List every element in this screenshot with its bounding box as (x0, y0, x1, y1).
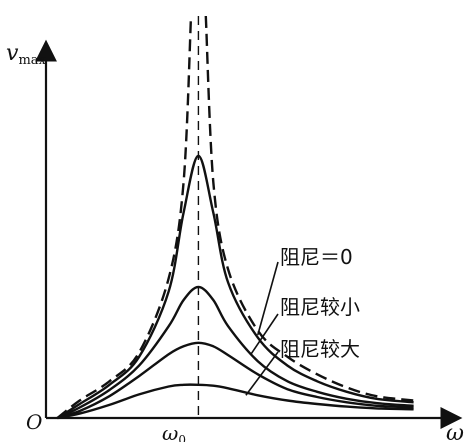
x-axis-label: ω (446, 421, 464, 442)
curve-1 (56, 154, 414, 420)
label-zero-damping: 阻尼＝0 (280, 245, 353, 269)
label-large-damping: 阻尼较大 (280, 337, 360, 361)
curve-4 (57, 383, 414, 420)
curve-0 (56, 15, 414, 419)
y-axis-label: vmax (6, 41, 47, 68)
leader-large-damping (245, 351, 279, 396)
resonance-tick-label: ω0 (162, 421, 186, 442)
response-curves (56, 15, 414, 420)
curve-3 (57, 341, 414, 420)
curve-2 (56, 285, 414, 420)
leader-small-damping (249, 313, 279, 356)
label-leaders (245, 261, 279, 396)
leader-zero-damping (257, 261, 279, 336)
label-small-damping: 阻尼较小 (280, 295, 360, 319)
origin-label: O (26, 410, 42, 434)
